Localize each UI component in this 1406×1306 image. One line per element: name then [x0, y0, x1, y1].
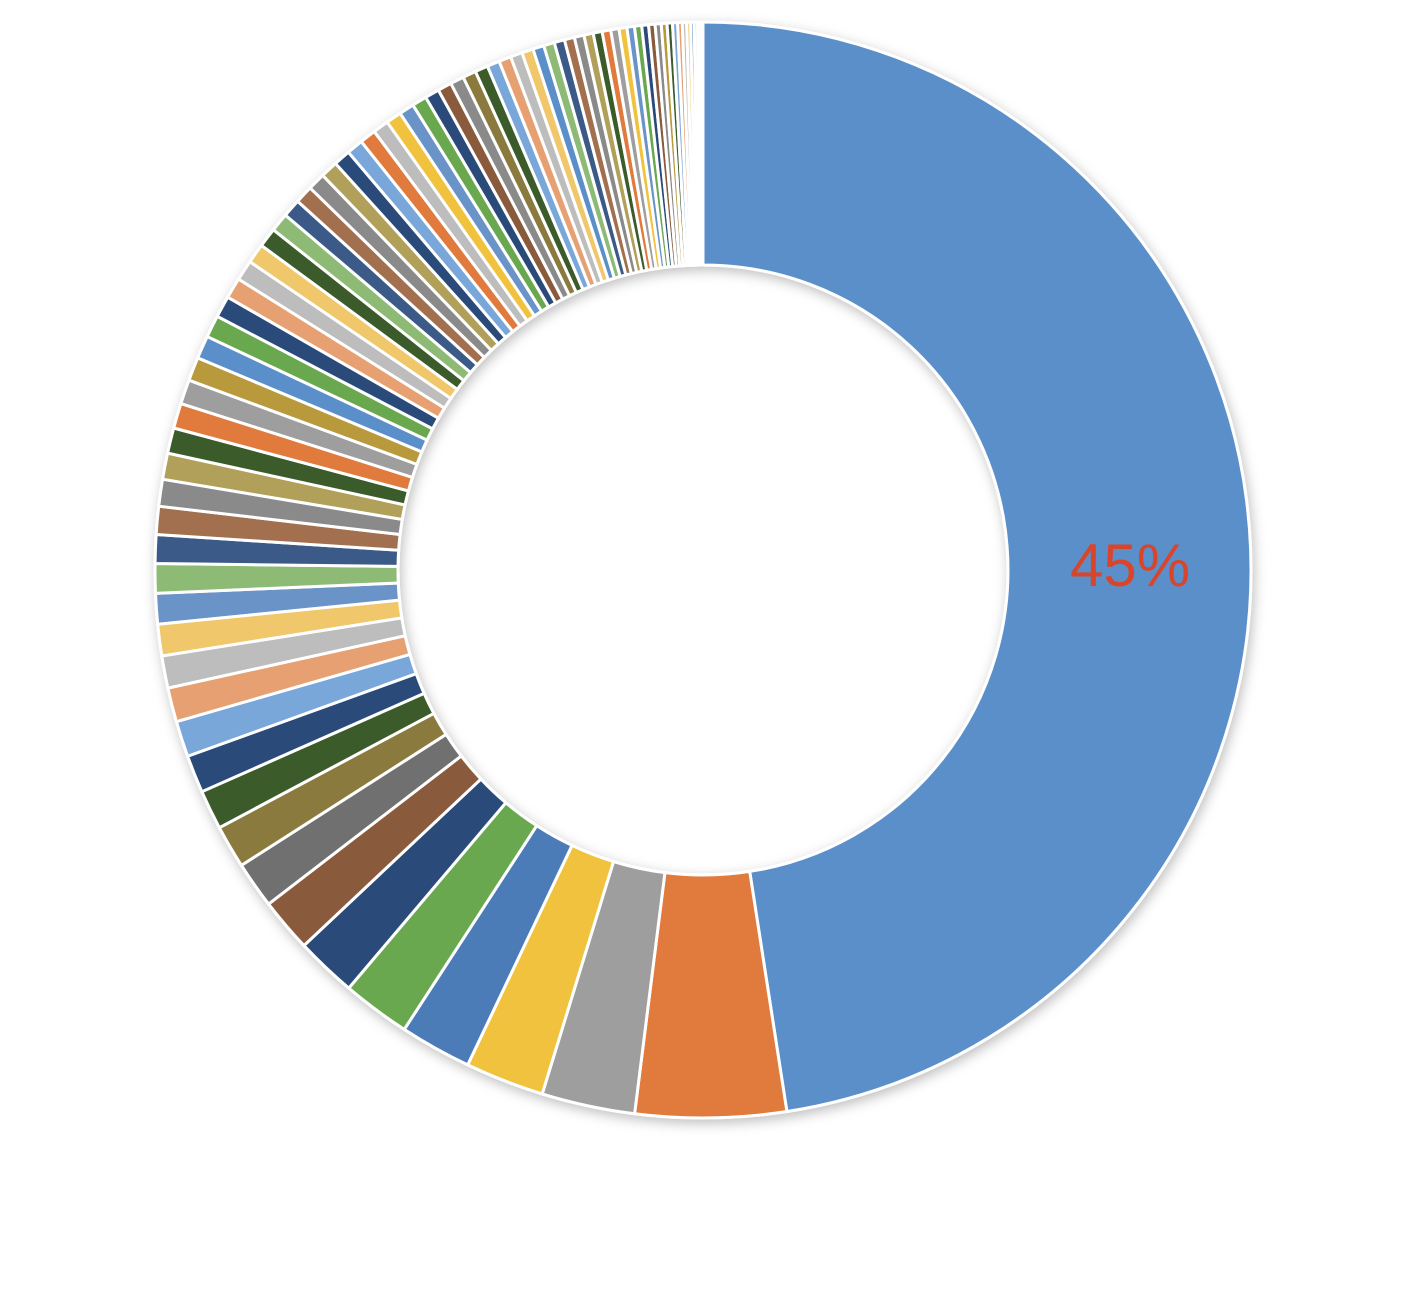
donut-chart-svg: 45% [0, 0, 1406, 1306]
donut-chart: 45% [0, 0, 1406, 1306]
slice-percent-label: 45% [1070, 532, 1190, 599]
donut-slice [700, 22, 703, 265]
